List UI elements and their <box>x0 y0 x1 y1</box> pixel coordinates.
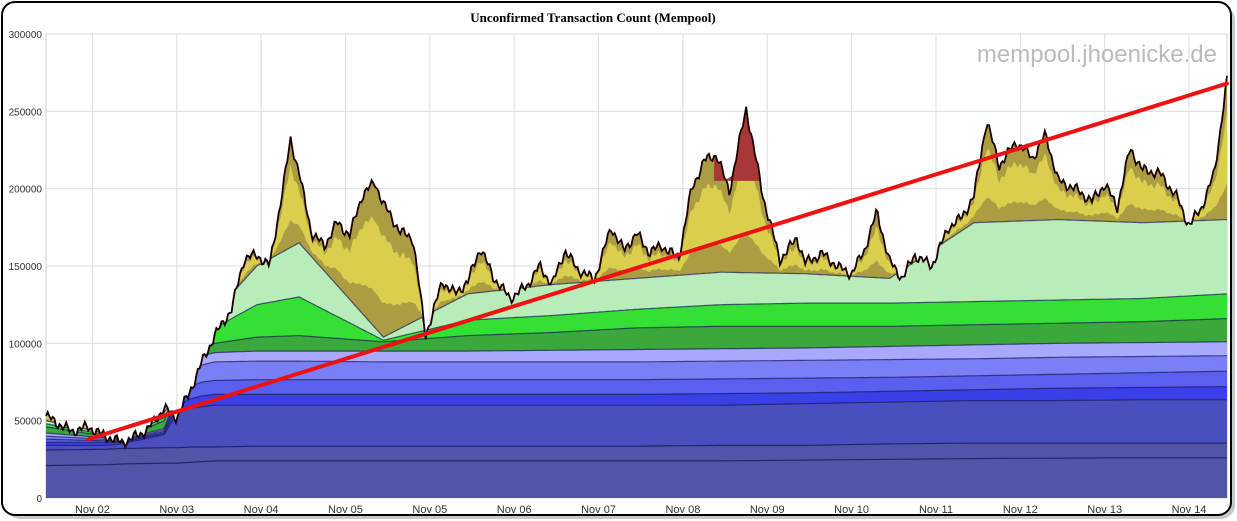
series-line <box>46 457 1227 467</box>
y-tick-label: 100000 <box>9 339 43 350</box>
y-tick-label: 200000 <box>9 185 43 196</box>
x-tick-label: Nov 06 <box>497 504 532 516</box>
total-line <box>45 75 1228 450</box>
series-line <box>45 341 1227 449</box>
y-tick-label: 50000 <box>14 417 42 428</box>
trend-line <box>86 81 1229 442</box>
x-tick-label: Nov 10 <box>834 504 869 516</box>
y-tick-label: 300000 <box>9 30 43 41</box>
x-tick-label: Nov 09 <box>750 504 785 516</box>
x-tick-label: Nov 04 <box>244 504 279 516</box>
x-tick-label: Nov 11 <box>919 504 953 516</box>
fee-band-area <box>46 457 1227 498</box>
x-tick-label: Nov 07 <box>581 504 616 516</box>
watermark-text: mempool.jhoenicke.de <box>977 41 1217 68</box>
series-line <box>46 399 1227 449</box>
y-tick-label: 0 <box>36 494 42 505</box>
x-tick-label: Nov 13 <box>1087 504 1122 516</box>
x-tick-label: Nov 05 <box>328 504 363 516</box>
series-line <box>45 355 1227 449</box>
x-tick-label: Nov 05 <box>412 504 447 516</box>
series-line <box>45 218 1228 449</box>
series-line <box>45 370 1227 449</box>
series-line <box>45 293 1228 449</box>
x-tick-label: Nov 02 <box>75 504 110 516</box>
x-tick-label: Nov 14 <box>1172 504 1207 516</box>
series-line <box>45 318 1227 449</box>
series-line <box>45 442 1227 451</box>
y-tick-label: 150000 <box>9 262 43 273</box>
x-tick-label: Nov 08 <box>665 504 700 516</box>
y-tick-label: 250000 <box>9 107 43 118</box>
chart-title: Unconfirmed Transaction Count (Mempool) <box>470 10 716 25</box>
x-tick-label: Nov 03 <box>159 504 194 516</box>
x-tick-label: Nov 12 <box>1003 504 1038 516</box>
series-line <box>46 386 1228 449</box>
